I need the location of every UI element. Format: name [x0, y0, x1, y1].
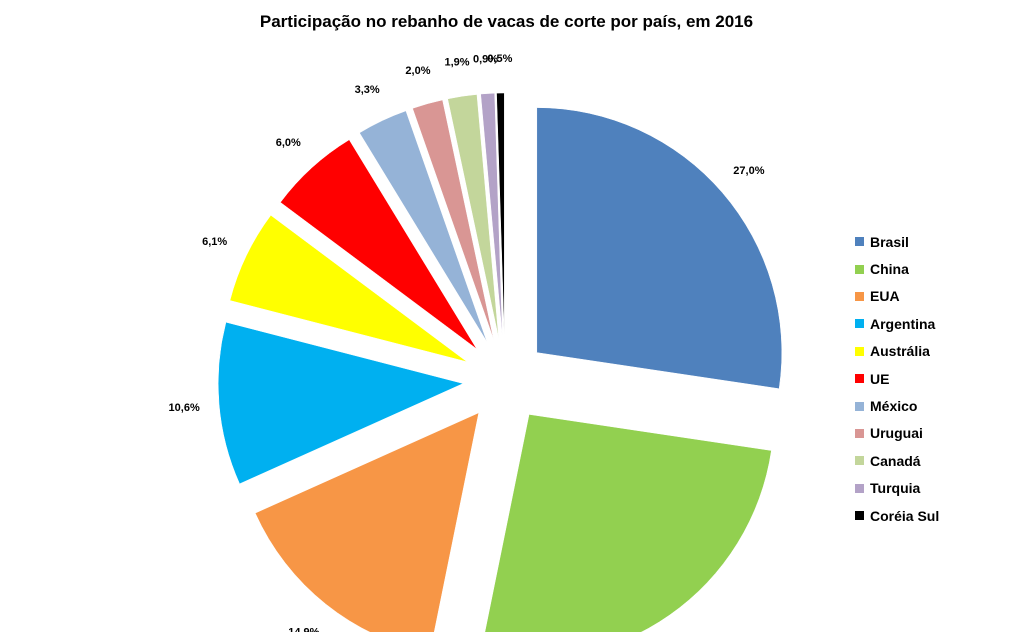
slice-coreia-sul	[496, 92, 505, 339]
slice-mexico	[359, 110, 488, 343]
legend-swatch	[855, 291, 864, 301]
slice-argentina	[217, 321, 464, 485]
legend-swatch	[855, 428, 864, 438]
slice-eua	[254, 412, 480, 632]
legend-item-ue: UE	[855, 365, 939, 392]
legend-item-coreia-sul: Coréia Sul	[855, 502, 939, 529]
legend-item-mexico: México	[855, 392, 939, 419]
legend-item-uruguai: Uruguai	[855, 420, 939, 447]
data-label-canada: 1,9%	[444, 57, 469, 69]
legend-swatch	[855, 319, 864, 329]
slice-canada	[447, 94, 499, 339]
legend-label: Uruguai	[870, 425, 923, 442]
legend-label: Argentina	[870, 315, 936, 332]
slice-china	[484, 414, 772, 632]
legend-swatch	[855, 456, 864, 466]
slice-australia	[229, 214, 468, 363]
slice-ue	[280, 139, 477, 350]
legend-item-brasil: Brasil	[855, 228, 939, 255]
legend-swatch	[855, 374, 864, 384]
legend-item-turquia: Turquia	[855, 475, 939, 502]
legend-swatch	[855, 483, 864, 493]
data-label-turquia: 0,9%	[473, 54, 498, 66]
data-label-eua: 14,9%	[288, 626, 319, 632]
legend-swatch	[855, 346, 864, 356]
legend-label: China	[870, 261, 909, 278]
data-label-argentina: 10,6%	[169, 402, 200, 414]
legend-item-canada: Canadá	[855, 447, 939, 474]
data-label-australia: 6,1%	[202, 236, 227, 248]
legend-item-australia: Austrália	[855, 338, 939, 365]
legend-label: Canadá	[870, 452, 921, 469]
legend-label: Brasil	[870, 233, 909, 250]
data-label-mexico: 3,3%	[355, 84, 380, 96]
data-label-brasil: 27,0%	[733, 165, 764, 177]
legend-swatch	[855, 264, 864, 274]
legend-item-eua: EUA	[855, 283, 939, 310]
data-label-uruguai: 2,0%	[405, 65, 430, 77]
legend: Brasil China EUA Argentina Austrália UE México…	[855, 228, 939, 529]
data-label-coreia-sul: 0,5%	[487, 53, 512, 65]
legend-label: Turquia	[870, 480, 921, 497]
data-label-ue: 6,0%	[276, 137, 301, 149]
legend-swatch	[855, 237, 864, 247]
slice-brasil	[536, 107, 783, 389]
legend-label: UE	[870, 370, 890, 387]
legend-item-argentina: Argentina	[855, 310, 939, 337]
chart-title: Participação no rebanho de vacas de cort…	[259, 12, 754, 31]
slice-turquia	[480, 92, 503, 339]
legend-item-china: China	[855, 255, 939, 282]
legend-swatch	[855, 401, 864, 411]
legend-label: Austrália	[870, 343, 930, 360]
legend-swatch	[855, 511, 864, 521]
legend-label: EUA	[870, 288, 900, 305]
legend-label: Coréia Sul	[870, 507, 940, 524]
slice-uruguai	[412, 99, 494, 340]
legend-label: México	[870, 398, 918, 415]
